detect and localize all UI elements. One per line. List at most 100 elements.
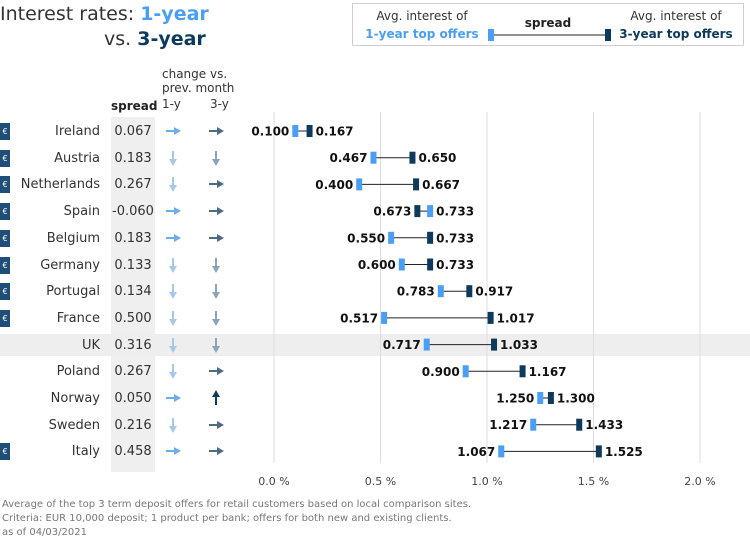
uk-highlight-band (0, 334, 750, 356)
value-label-y1: 0.900 (422, 365, 460, 379)
spread-value: -0.060 (112, 204, 154, 220)
title-vs: vs. (104, 28, 138, 50)
value-label-y1: 1.217 (489, 418, 527, 432)
marker-3-year (519, 365, 526, 378)
country-label: Sweden (48, 417, 100, 433)
marker-1-year (398, 258, 405, 271)
euro-badge-icon: € (0, 123, 10, 140)
dumbbell-germany: 0.600 0.733 (358, 258, 474, 272)
value-label-y3: 0.917 (475, 285, 513, 299)
arrow-right-icon (206, 201, 226, 221)
marker-1-year (423, 338, 430, 351)
marker-1-year (498, 445, 505, 458)
country-label: France (56, 310, 100, 326)
spread-value: 0.050 (114, 391, 152, 406)
dumbbell-portugal: 0.783 0.917 (397, 285, 513, 299)
country-label: Germany (40, 257, 100, 273)
value-label-y3: 1.017 (497, 311, 535, 325)
title-line-2: vs. 3-year (0, 27, 209, 52)
x-tick-label: 1.5 % (578, 475, 609, 488)
dumbbell-spain: 0.673 0.733 (373, 205, 474, 219)
title-prefix: Interest rates: (0, 3, 141, 25)
value-label-y1: 0.600 (358, 258, 396, 272)
value-label-y3: 0.667 (422, 178, 460, 192)
country-label: Ireland (55, 124, 100, 139)
arrow-down-icon (163, 361, 183, 381)
marker-1-year (388, 231, 395, 244)
country-label: Poland (56, 364, 100, 380)
arrow-down-icon (206, 308, 226, 328)
marker-3-year (409, 151, 416, 164)
table-row: € Belgium 0.183 (0, 225, 750, 252)
dumbbell-poland: 0.900 1.167 (422, 365, 567, 379)
value-label-y3: 1.433 (585, 418, 623, 432)
col-1y-header: 1-y (162, 97, 181, 111)
spread-value: 0.216 (114, 417, 152, 433)
value-label-y1: 0.717 (383, 338, 421, 352)
euro-badge-icon: € (0, 229, 10, 247)
table-row: € France 0.500 (0, 305, 750, 332)
spread-value: 0.267 (114, 364, 152, 380)
marker-1-year (530, 418, 537, 431)
value-label-y1: 0.400 (315, 178, 353, 192)
marker-3-year (547, 392, 554, 404)
marker-3-year (491, 338, 498, 351)
value-label-y1: 0.550 (347, 231, 385, 245)
value-label-y1: 0.733 (436, 205, 474, 219)
value-label-y1: 0.783 (397, 285, 435, 299)
arrow-down-icon (163, 308, 183, 328)
value-label-y1: 1.067 (457, 445, 495, 459)
arrow-right-icon (206, 121, 226, 141)
country-label: Portugal (46, 284, 100, 300)
value-label-y3: 0.167 (316, 125, 354, 139)
marker-3-year (413, 178, 420, 191)
table-row: € Portugal 0.134 (0, 278, 750, 305)
spread-header: spread (111, 99, 158, 113)
table-row: € Ireland 0.067 (0, 118, 750, 145)
marker-1-year (292, 125, 299, 137)
footnote-method: Average of the top 3 term deposit offers… (2, 499, 472, 510)
spread-column-background (111, 117, 155, 472)
marker-3-year (576, 418, 583, 431)
euro-badge-icon: € (0, 149, 10, 167)
footnote-date: as of 04/03/2021 (2, 527, 87, 538)
marker-3-year (427, 258, 434, 271)
value-label-y3: 1.300 (557, 392, 595, 406)
value-label-y1: 1.250 (496, 392, 534, 406)
marker-3-year (306, 125, 313, 137)
spread-value: 0.267 (114, 177, 152, 193)
legend-right-line1: Avg. interest of (630, 9, 722, 23)
spread-value: 0.067 (114, 124, 152, 139)
legend-spread-label: spread (524, 16, 572, 30)
arrow-right-icon (163, 201, 183, 221)
marker-3-year (487, 311, 494, 324)
country-label: Italy (71, 444, 100, 460)
spread-value: 0.183 (114, 150, 152, 166)
dumbbell-belgium: 0.550 0.733 (347, 231, 474, 245)
value-label-y3: 1.033 (500, 338, 538, 352)
arrow-down-icon (163, 255, 183, 275)
legend-right: Avg. interest of 3-year top offers (611, 9, 741, 42)
table-row: € Austria 0.183 (0, 145, 750, 172)
legend-left-line2: 1-year top offers (365, 27, 479, 41)
change-header-line1: change vs. (162, 67, 228, 81)
country-label: UK (81, 337, 100, 353)
arrow-right-icon (206, 228, 226, 248)
dumbbell-sweden: 1.217 1.433 (489, 418, 623, 432)
marker-1-year (437, 285, 444, 298)
value-label-y3: 1.167 (529, 365, 567, 379)
legend-3y-marker (605, 29, 611, 41)
title-line-1: Interest rates: 1-year (0, 2, 209, 27)
dumbbell-france: 0.517 1.017 (340, 311, 534, 325)
value-label-y3: 0.673 (373, 205, 411, 219)
spread-value: 0.133 (114, 257, 152, 273)
value-label-y3: 0.650 (418, 151, 456, 165)
marker-3-year (466, 285, 473, 298)
dumbbell-netherlands: 0.400 0.667 (315, 178, 460, 192)
legend-box: Avg. interest of 1-year top offers sprea… (352, 3, 744, 46)
arrow-down-icon (206, 281, 226, 301)
legend-1y-marker (488, 29, 494, 41)
arrow-right-icon (206, 174, 226, 194)
value-label-y1: 0.100 (251, 125, 289, 139)
euro-badge-icon: € (0, 176, 10, 194)
